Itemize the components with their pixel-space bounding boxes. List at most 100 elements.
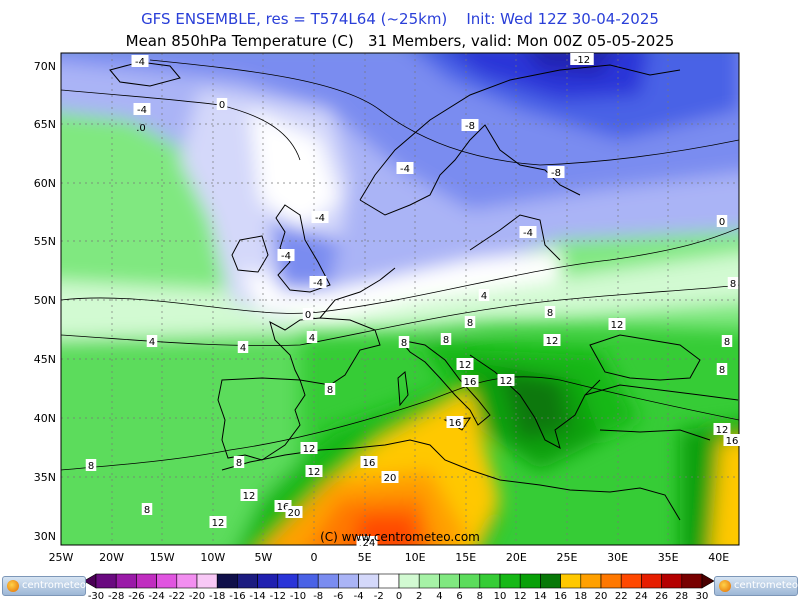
svg-text:20: 20 bbox=[288, 508, 301, 519]
contour-label: 8 bbox=[727, 277, 739, 290]
legend-value: 0 bbox=[396, 591, 402, 600]
contour-label: -4 bbox=[519, 226, 537, 239]
lat-label: 65N bbox=[34, 118, 56, 131]
contour-label: -4 bbox=[396, 162, 414, 175]
contour-label: 8 bbox=[324, 383, 336, 396]
legend-value: -12 bbox=[270, 591, 286, 600]
legend-value: 20 bbox=[595, 591, 608, 600]
latitude-labels: 70N 65N 60N 55N 50N 45N 40N 35N 30N bbox=[34, 60, 56, 543]
map-subtitle: Mean 850hPa Temperature (C) 31 Members, … bbox=[125, 32, 675, 50]
map-frame bbox=[60, 52, 740, 546]
logo-right: centrometeo bbox=[714, 576, 798, 596]
legend-value: -24 bbox=[148, 591, 164, 600]
lon-label: 10W bbox=[200, 551, 225, 564]
svg-text:8: 8 bbox=[236, 458, 242, 469]
contour-label: 4 bbox=[237, 341, 249, 354]
svg-text:16: 16 bbox=[726, 436, 739, 447]
svg-text:-4: -4 bbox=[315, 213, 325, 224]
lat-label: 30N bbox=[34, 530, 56, 543]
lon-label: 20E bbox=[506, 551, 527, 564]
svg-text:0: 0 bbox=[305, 310, 311, 321]
contour-label: -8 bbox=[547, 166, 565, 179]
contour-label: 12 bbox=[543, 334, 561, 347]
svg-text:20: 20 bbox=[384, 473, 397, 484]
contour-label: -4 bbox=[311, 211, 329, 224]
lat-label: 70N bbox=[34, 60, 56, 73]
contour-label: 8 bbox=[544, 306, 556, 319]
contour-label: 12 bbox=[240, 489, 258, 502]
legend-value: -26 bbox=[128, 591, 144, 600]
svg-text:8: 8 bbox=[724, 337, 730, 348]
contour-label: 8 bbox=[141, 503, 153, 516]
svg-text:8: 8 bbox=[730, 279, 736, 290]
contour-label: 16 bbox=[723, 434, 741, 447]
svg-text:.0: .0 bbox=[136, 123, 146, 134]
svg-text:12: 12 bbox=[459, 360, 472, 371]
svg-text:4: 4 bbox=[240, 343, 246, 354]
legend-value: -30 bbox=[88, 591, 104, 600]
contour-label: 4 bbox=[146, 335, 158, 348]
svg-text:-4: -4 bbox=[137, 105, 147, 116]
svg-text:8: 8 bbox=[88, 461, 94, 472]
contour-label: 0 bbox=[302, 308, 314, 321]
svg-text:16: 16 bbox=[363, 458, 376, 469]
svg-text:12: 12 bbox=[716, 425, 729, 436]
svg-text:12: 12 bbox=[308, 467, 321, 478]
legend-value: 4 bbox=[436, 591, 442, 600]
contour-label: 16 bbox=[360, 456, 378, 469]
legend-value: 26 bbox=[655, 591, 668, 600]
contour-label: 16 bbox=[446, 416, 464, 429]
logo-sun-icon bbox=[719, 580, 731, 592]
svg-text:8: 8 bbox=[467, 318, 473, 329]
legend-value: -10 bbox=[290, 591, 306, 600]
contour-label: 8 bbox=[721, 335, 733, 348]
lon-label: 5E bbox=[358, 551, 372, 564]
legend-value: -2 bbox=[374, 591, 384, 600]
lat-label: 60N bbox=[34, 177, 56, 190]
contour-label: 8 bbox=[440, 333, 452, 346]
svg-text:-4: -4 bbox=[400, 164, 410, 175]
svg-text:16: 16 bbox=[449, 418, 462, 429]
lat-label: 45N bbox=[34, 353, 56, 366]
lon-label: 0 bbox=[310, 551, 317, 564]
svg-text:-8: -8 bbox=[465, 121, 475, 132]
contour-label: 8 bbox=[716, 363, 728, 376]
contour-label: -4 bbox=[277, 249, 295, 262]
contour-label: 24 bbox=[360, 536, 378, 549]
contour-label: 20 bbox=[381, 471, 399, 484]
contour-label: -12 bbox=[570, 53, 594, 66]
copyright-credit: (C) www.centrometeo.com bbox=[320, 530, 480, 544]
svg-text:-4: -4 bbox=[523, 228, 533, 239]
svg-text:-4: -4 bbox=[281, 251, 291, 262]
longitude-labels: 25W 20W 15W 10W 5W 0 5E 10E 15E 20E 25E 30E 35E 40E bbox=[49, 551, 730, 564]
lat-label: 35N bbox=[34, 471, 56, 484]
contour-label: 12 bbox=[608, 318, 626, 331]
svg-text:0: 0 bbox=[719, 217, 725, 228]
contour-label: -8 bbox=[461, 119, 479, 132]
temperature-field bbox=[61, 53, 739, 545]
legend-value: 30 bbox=[696, 591, 709, 600]
svg-text:8: 8 bbox=[719, 365, 725, 376]
lat-label: 50N bbox=[34, 294, 56, 307]
svg-text:8: 8 bbox=[443, 335, 449, 346]
lon-label: 35E bbox=[658, 551, 679, 564]
logo-text-right: centrometeo bbox=[734, 580, 799, 591]
contour-label: 8 bbox=[85, 459, 97, 472]
contour-label: 12 bbox=[209, 516, 227, 529]
contour-label: 0 bbox=[716, 215, 728, 228]
lon-label: 15E bbox=[455, 551, 476, 564]
legend-value: 2 bbox=[416, 591, 422, 600]
logo-sun-icon bbox=[7, 580, 19, 592]
contour-label: .0 bbox=[136, 123, 146, 134]
legend-value: 22 bbox=[615, 591, 628, 600]
coastlines bbox=[109, 61, 739, 521]
contour-label: -4 bbox=[131, 55, 149, 68]
lon-label: 30E bbox=[607, 551, 628, 564]
lon-label: 10E bbox=[405, 551, 426, 564]
legend-value: -6 bbox=[333, 591, 343, 600]
svg-text:8: 8 bbox=[327, 385, 333, 396]
svg-text:-4: -4 bbox=[313, 278, 323, 289]
legend-value: 28 bbox=[675, 591, 688, 600]
svg-text:16: 16 bbox=[277, 502, 290, 513]
